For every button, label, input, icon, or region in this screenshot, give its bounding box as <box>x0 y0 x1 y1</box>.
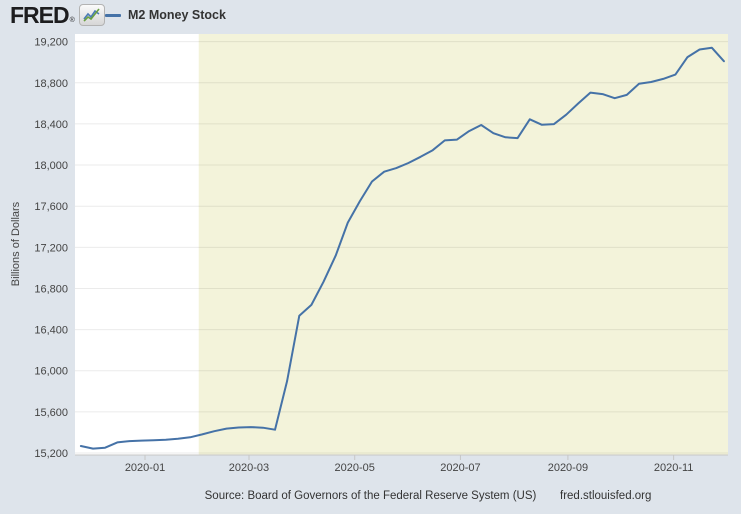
recession-band <box>198 34 729 455</box>
legend-line-swatch <box>105 13 121 17</box>
legend-series-label[interactable]: M2 Money Stock <box>128 8 226 22</box>
legend: M2 Money Stock <box>105 8 226 22</box>
fred-sparkline-icon <box>78 4 105 26</box>
m2-series-line[interactable] <box>79 46 725 450</box>
x-tick-label: 2020-03 <box>229 462 269 474</box>
y-tick-label: 15,600 <box>34 407 68 419</box>
y-tick-label: 19,200 <box>34 37 68 49</box>
x-tick-label: 2020-09 <box>548 462 588 474</box>
y-tick-label: 16,800 <box>34 283 68 295</box>
y-tick-label: 18,000 <box>34 160 68 172</box>
header: FRED ® M2 Money Stock <box>0 0 741 30</box>
source-link[interactable]: Source: Board of Governors of the Federa… <box>204 490 537 502</box>
fred-site-link[interactable]: fred.stlouisfed.org <box>560 490 652 502</box>
y-tick-label: 17,200 <box>34 242 68 254</box>
fred-logo-text: FRED <box>10 2 70 28</box>
y-tick-label: 16,000 <box>34 366 68 378</box>
x-tick-label: 2020-05 <box>335 462 375 474</box>
registered-mark: ® <box>69 17 75 24</box>
y-tick-label: 18,800 <box>34 78 68 90</box>
x-tick-label: 2020-01 <box>125 462 165 474</box>
fred-logo[interactable]: FRED ® <box>10 2 105 28</box>
x-tick-label: 2020-11 <box>654 462 694 474</box>
x-tick-label: 2020-07 <box>440 462 480 474</box>
y-tick-label: 17,600 <box>34 201 68 213</box>
y-tick-label: 18,400 <box>34 119 68 131</box>
y-axis-title: Billions of Dollars <box>10 201 22 287</box>
sparkline-path <box>83 8 100 22</box>
y-tick-label: 15,200 <box>34 448 68 460</box>
footer: Source: Board of Governors of the Federa… <box>0 490 741 510</box>
y-tick-label: 16,400 <box>34 325 68 337</box>
